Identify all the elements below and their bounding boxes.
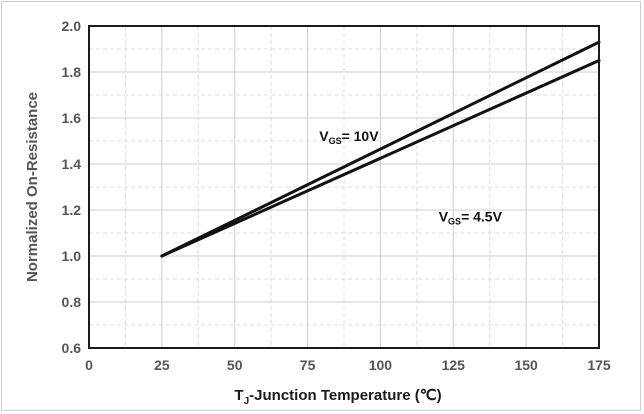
y-tick-label: 1.0 — [62, 248, 82, 264]
x-tick-label: 75 — [300, 357, 316, 373]
y-tick-label: 2.0 — [62, 18, 82, 34]
series-annotation: VGS= 4.5V — [439, 209, 503, 227]
series-layer — [160, 40, 601, 258]
annotations: VGS= 10V VGS= 4.5V — [319, 128, 502, 227]
x-axis-title-prefix: T — [234, 387, 243, 404]
y-tick-labels: 0.6 0.8 1.0 1.2 1.4 1.6 1.8 2.0 — [62, 18, 82, 356]
y-tick-label: 1.4 — [62, 156, 82, 172]
x-tick-labels: 0 25 50 75 100 125 150 175 — [85, 357, 611, 373]
x-axis-title-sub: J — [244, 396, 250, 407]
x-tick-label: 125 — [442, 357, 466, 373]
x-axis-title: TJ-Junction Temperature (℃) — [234, 387, 441, 407]
x-tick-label: 0 — [85, 357, 93, 373]
y-tick-label: 0.6 — [62, 340, 82, 356]
x-tick-label: 150 — [514, 357, 538, 373]
y-tick-label: 0.8 — [62, 294, 82, 310]
grid — [88, 25, 600, 349]
series-line-2 — [160, 59, 601, 258]
x-axis-title-rest: -Junction Temperature (℃) — [249, 387, 441, 404]
y-tick-label: 1.8 — [62, 64, 82, 80]
x-tick-label: 25 — [154, 357, 170, 373]
y-axis-title: Normalized On-Resistance — [24, 92, 41, 282]
y-tick-label: 1.2 — [62, 202, 82, 218]
series-line-1 — [160, 40, 601, 258]
plot-border — [88, 25, 600, 349]
y-tick-label: 1.6 — [62, 110, 82, 126]
x-tick-label: 50 — [227, 357, 243, 373]
x-tick-label: 175 — [587, 357, 611, 373]
x-tick-label: 100 — [369, 357, 393, 373]
series-annotation: VGS= 10V — [319, 128, 379, 146]
